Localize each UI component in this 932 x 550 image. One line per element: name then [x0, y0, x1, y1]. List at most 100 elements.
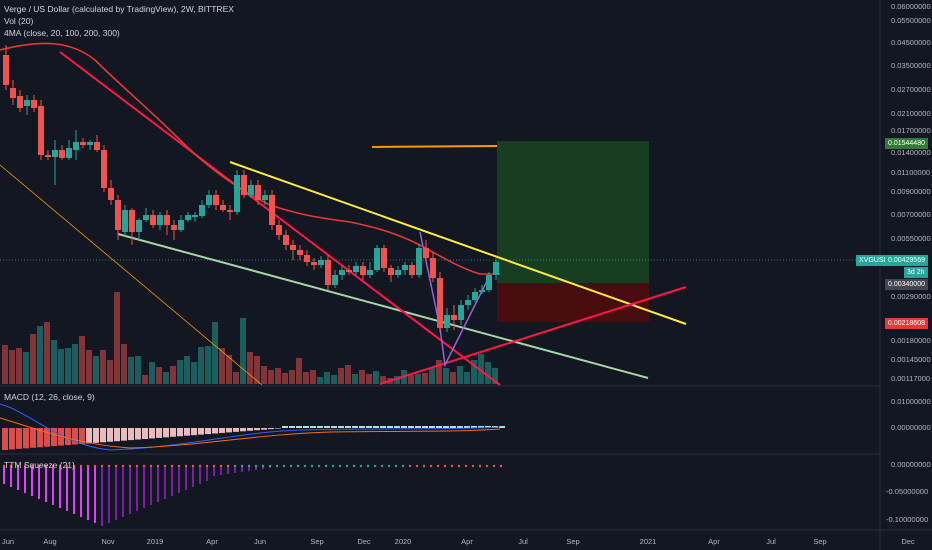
time-tick: Sep: [310, 537, 324, 546]
moving-average-legend: 4MA (close, 20, 100, 200, 300): [4, 28, 120, 38]
ttm-squeeze-dot: [2, 464, 6, 468]
volume-bar: [79, 336, 85, 384]
candle-body: [31, 100, 37, 108]
price-tick: 0.05500000: [891, 16, 931, 25]
ttm-squeeze-dot: [324, 464, 328, 468]
price-tick: 0.00145000: [891, 355, 931, 364]
price-tick: 0.02100000: [891, 109, 931, 118]
volume-bar: [205, 346, 211, 384]
price-tick: 0.01400000: [891, 148, 931, 157]
ttm-squeeze-dot: [422, 464, 426, 468]
last-price-badge: 0.00429569: [885, 255, 928, 266]
ttm-squeeze-dot: [310, 464, 314, 468]
candle-body: [87, 142, 93, 145]
ttm-squeeze-dot: [30, 464, 34, 468]
candle-body: [101, 150, 107, 188]
macd-histogram-bar: [324, 426, 330, 428]
candle-body: [423, 248, 429, 258]
ttm-histogram-bar: [178, 466, 180, 493]
red-downtrend-line: [59, 51, 501, 386]
price-tick: 0.01700000: [891, 126, 931, 135]
ttm-squeeze-dot: [177, 464, 181, 468]
ttm-squeeze-dot: [72, 464, 76, 468]
candle-body: [430, 258, 436, 278]
ttm-squeeze-dot: [261, 464, 265, 468]
purple-pattern-line: [419, 231, 491, 368]
candle-body: [493, 262, 499, 275]
candle-body: [38, 106, 44, 155]
ttm-squeeze-dot: [338, 464, 342, 468]
candle-body: [276, 225, 282, 235]
volume-bar: [9, 350, 15, 384]
volume-bar: [135, 356, 141, 384]
candle-body: [199, 205, 205, 216]
volume-bar: [2, 345, 8, 384]
volume-bar: [100, 350, 106, 384]
ttm-histogram-bar: [157, 466, 159, 502]
candle-body: [465, 300, 471, 305]
ttm-histogram-bar: [122, 466, 124, 517]
volume-bar: [380, 376, 386, 384]
macd-histogram-bar: [436, 426, 442, 428]
time-tick: Dec: [901, 537, 915, 546]
candle-body: [108, 188, 114, 200]
volume-bar: [51, 340, 57, 384]
ttm-squeeze-dot: [184, 464, 188, 468]
macd-histogram-bar: [464, 426, 470, 428]
candle-body: [311, 262, 317, 265]
candle-body: [472, 292, 478, 300]
volume-bar: [492, 368, 498, 384]
price-tick: 0.01100000: [891, 168, 931, 177]
macd-histogram-bar: [471, 426, 477, 428]
macd-histogram-bar: [387, 426, 393, 428]
macd-histogram-bar: [9, 428, 15, 450]
volume-bar: [114, 292, 120, 384]
profit-zone: [497, 141, 649, 283]
price-tick: 0.00117000: [891, 374, 931, 383]
ttm-histogram-bar: [87, 466, 89, 520]
ttm-squeeze-dot: [345, 464, 349, 468]
ttm-histogram-bar: [38, 466, 40, 499]
macd-histogram-bar: [429, 426, 435, 428]
target-price-badge: 0.01544480: [885, 138, 928, 149]
volume-bar: [359, 370, 365, 384]
volume-bar: [366, 374, 372, 384]
ttm-squeeze-dot: [415, 464, 419, 468]
macd-histogram-bar: [86, 428, 92, 444]
ttm-squeeze-dot: [191, 464, 195, 468]
symbol-title: Verge / US Dollar (calculated by Trading…: [4, 4, 234, 14]
candle-body: [220, 205, 226, 210]
price-tick: 0.00700000: [891, 210, 931, 219]
ttm-squeeze-dot: [142, 464, 146, 468]
volume-bar: [408, 375, 414, 384]
macd-histogram-bar: [478, 426, 484, 428]
volume-bar: [233, 372, 239, 384]
volume-bar: [303, 372, 309, 384]
ttm-histogram-bar: [136, 466, 138, 511]
candle-body: [192, 215, 198, 217]
ttm-squeeze-dot: [37, 464, 41, 468]
stop-price-badge: 0.00218608: [885, 318, 928, 329]
ttm-histogram-bar: [199, 466, 201, 484]
volume-bar: [86, 350, 92, 384]
ttm-histogram-bar: [248, 466, 250, 471]
volume-bar: [317, 377, 323, 384]
macd-histogram-bar: [457, 426, 463, 428]
volume-bar: [331, 375, 337, 384]
volume-bar: [107, 360, 113, 384]
volume-bar: [415, 374, 421, 384]
volume-bar: [457, 366, 463, 384]
ttm-squeeze-dot: [65, 464, 69, 468]
volume-bar: [65, 348, 71, 384]
ttm-histogram-bar: [24, 466, 26, 493]
ttm-squeeze-dot: [289, 464, 293, 468]
ttm-squeeze-dot: [436, 464, 440, 468]
time-tick: Sep: [813, 537, 827, 546]
volume-bar: [163, 372, 169, 384]
volume-bar: [310, 370, 316, 384]
macd-histogram-bar: [142, 428, 148, 439]
candle-body: [283, 235, 289, 245]
volume-bar: [16, 348, 22, 384]
